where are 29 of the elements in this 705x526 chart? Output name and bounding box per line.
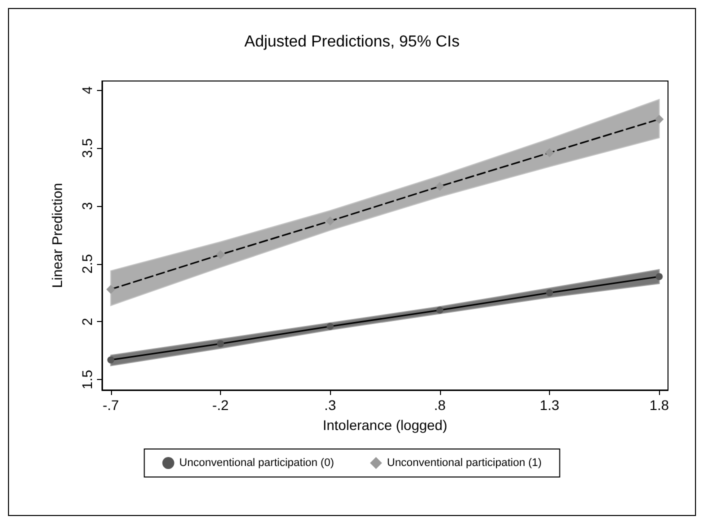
x-tick-label: 1.3 (540, 397, 560, 413)
legend-label: Unconventional participation (1) (387, 457, 542, 469)
point (654, 114, 664, 124)
y-tick-label: 2.5 (79, 254, 95, 274)
point (107, 356, 114, 364)
point (436, 306, 444, 314)
x-tick-label: .8 (434, 397, 446, 413)
point (216, 250, 225, 260)
point (435, 182, 444, 191)
x-tick-label: 1.8 (649, 397, 670, 413)
x-tick-label: -.2 (212, 397, 229, 413)
point (656, 273, 663, 280)
legend-label: Unconventional participation (0) (179, 457, 334, 469)
x-axis-title: Intolerance (logged) (322, 417, 448, 433)
point (545, 148, 554, 158)
y-tick-label: 1.5 (79, 370, 95, 390)
chart-title: Adjusted Predictions, 95% CIs (244, 34, 460, 50)
x-tick-label: .3 (324, 397, 336, 413)
x-tick-label: -.7 (102, 397, 120, 413)
point (326, 216, 335, 226)
point (326, 322, 334, 330)
y-tick-label: 3.5 (79, 138, 95, 158)
y-axis-title: Linear Prediction (49, 182, 65, 288)
y-tick-label: 2 (79, 318, 95, 326)
y-tick-label: 3 (79, 202, 95, 210)
point (216, 340, 224, 348)
y-tick-label: 4 (79, 86, 95, 94)
point (546, 289, 554, 296)
point (106, 284, 116, 294)
